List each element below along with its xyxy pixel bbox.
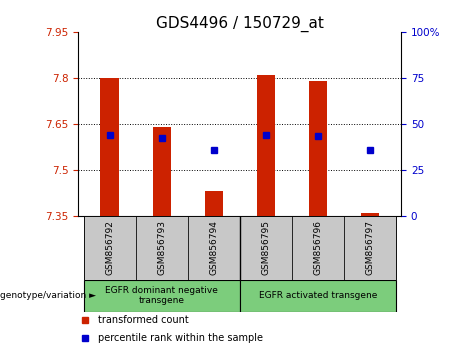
Bar [361,213,379,216]
Text: GSM856796: GSM856796 [313,220,322,275]
Text: percentile rank within the sample: percentile rank within the sample [98,333,263,343]
Text: EGFR dominant negative
transgene: EGFR dominant negative transgene [105,286,218,305]
Bar [83,280,240,312]
Bar [100,78,119,216]
Text: transformed count: transformed count [98,315,189,325]
Title: GDS4496 / 150729_at: GDS4496 / 150729_at [156,16,324,32]
Bar [240,280,396,312]
Text: GSM856797: GSM856797 [365,220,374,275]
Bar [188,216,240,280]
Bar [205,192,223,216]
Bar [257,75,275,216]
Text: genotype/variation ►: genotype/variation ► [0,291,96,300]
Text: EGFR activated transgene: EGFR activated transgene [259,291,377,300]
Bar [344,216,396,280]
Text: GSM856793: GSM856793 [157,220,166,275]
Text: GSM856794: GSM856794 [209,220,218,275]
Bar [153,127,171,216]
Bar [292,216,344,280]
Bar [309,81,327,216]
Text: GSM856795: GSM856795 [261,220,270,275]
Bar [83,216,136,280]
Text: GSM856792: GSM856792 [105,220,114,275]
Bar [136,216,188,280]
Bar [240,216,292,280]
